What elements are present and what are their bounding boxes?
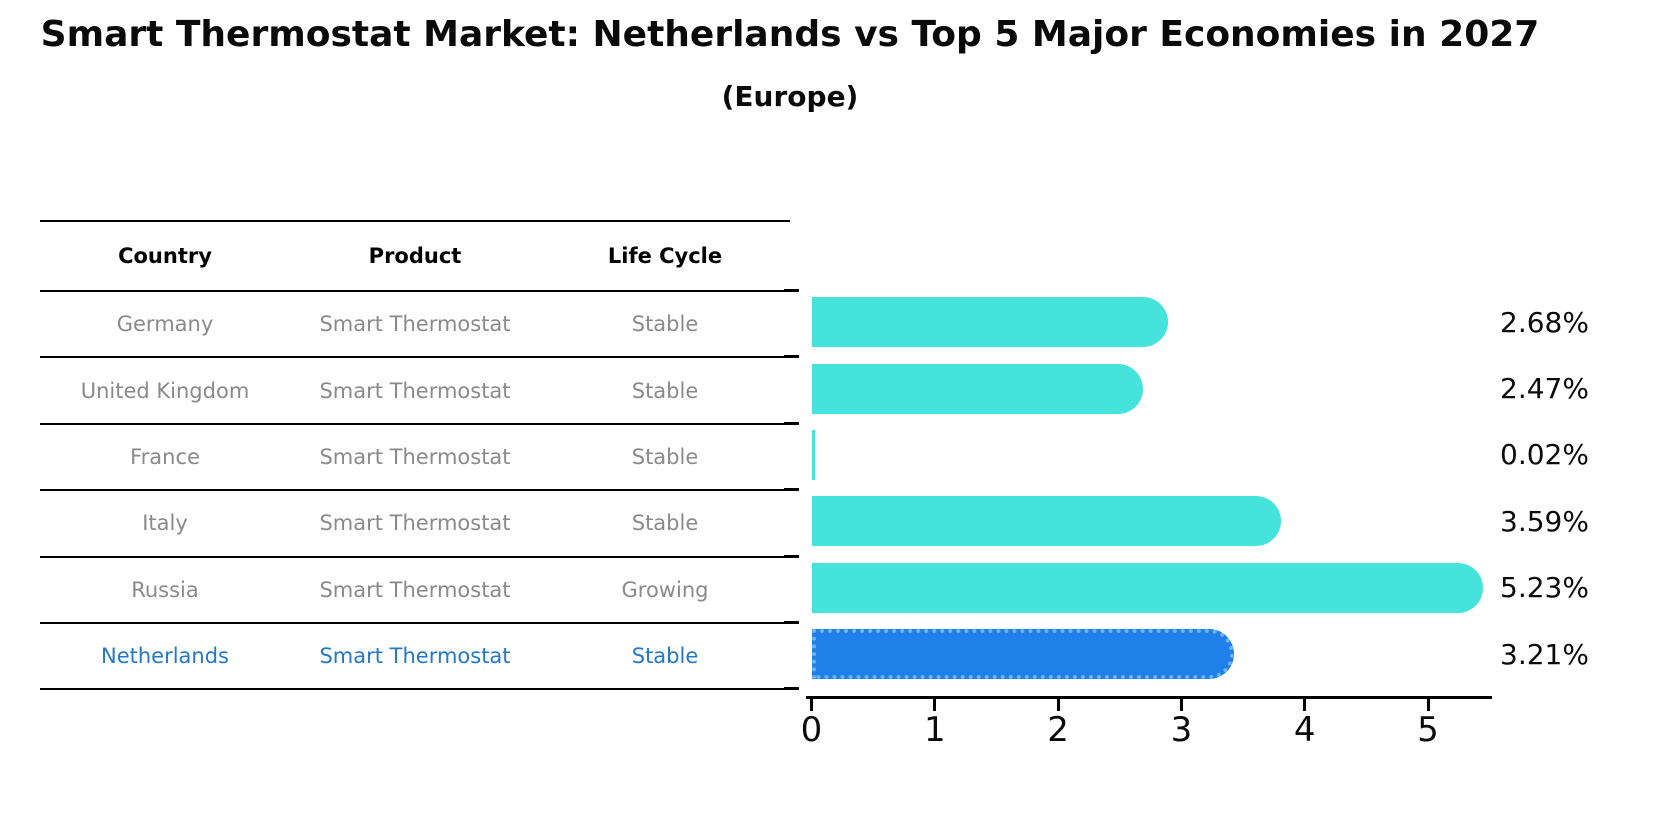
x-tick-label: 1 (923, 710, 946, 750)
value-label: 3.21% (1500, 637, 1589, 671)
x-axis-tick (810, 699, 813, 711)
table-cell-country: Russia (131, 577, 199, 602)
y-axis-tick (784, 355, 799, 359)
table-cell-life-cycle: Growing (621, 577, 709, 602)
table-row: Russia Smart Thermostat Growing (40, 558, 790, 624)
table-row: France Smart Thermostat Stable (40, 425, 790, 492)
x-tick-label: 4 (1293, 710, 1316, 750)
bar-france (812, 430, 815, 480)
table-cell-country: France (130, 444, 200, 469)
bar-germany (812, 297, 1168, 348)
table-cell-country: Netherlands (100, 644, 229, 669)
value-label: 2.47% (1500, 372, 1589, 406)
table-cell-product: Smart Thermostat (319, 378, 511, 403)
table-cell-product: Smart Thermostat (319, 577, 511, 602)
table-cell-country: Italy (142, 511, 188, 536)
table-cell-country: Germany (116, 312, 214, 337)
column-header-country: Country (118, 244, 212, 268)
table-cell-life-cycle: Stable (631, 378, 699, 403)
y-axis-tick (784, 289, 799, 292)
y-axis-tick (784, 687, 799, 691)
table-cell-life-cycle: Stable (631, 644, 699, 669)
x-tick-label: 5 (1417, 710, 1439, 750)
table-header-row: Country Product Life Cycle (40, 222, 790, 292)
value-label: 5.23% (1500, 571, 1589, 605)
table-row: United Kingdom Smart Thermostat Stable (40, 358, 790, 425)
x-axis-tick (1303, 699, 1307, 711)
table-cell-life-cycle: Stable (631, 312, 699, 337)
x-tick-label: 2 (1047, 710, 1069, 750)
x-tick-label: 0 (800, 710, 823, 750)
table-cell-product: Smart Thermostat (319, 644, 511, 669)
table-cell-product: Smart Thermostat (319, 511, 511, 536)
x-axis-tick (1426, 699, 1430, 711)
bar-united-kingdom (812, 363, 1143, 414)
x-axis-line (806, 696, 1492, 699)
x-axis-tick (1056, 699, 1060, 711)
y-axis-tick (784, 488, 799, 492)
table-cell-product: Smart Thermostat (319, 312, 511, 337)
value-label: 3.59% (1500, 504, 1589, 538)
column-header-product: Product (368, 244, 462, 268)
country-table: Country Product Life Cycle Germany Smart … (40, 220, 790, 691)
x-axis-tick (933, 699, 937, 711)
y-axis-tick (784, 621, 799, 624)
y-axis-tick (784, 421, 799, 425)
chart-title: Smart Thermostat Market: Netherlands vs … (40, 14, 1540, 55)
bar-russia (812, 562, 1483, 613)
table-cell-country: United Kingdom (80, 378, 250, 403)
table-cell-life-cycle: Stable (631, 511, 699, 536)
table-cell-life-cycle: Stable (631, 444, 699, 469)
column-header-lifecycle: Life Cycle (607, 244, 723, 268)
bar-italy (812, 496, 1281, 547)
chart-subtitle: (Europe) (721, 80, 859, 113)
bar-netherlands (812, 629, 1234, 680)
value-label: 0.02% (1500, 438, 1589, 472)
value-label: 2.68% (1500, 305, 1589, 339)
y-axis-tick (784, 554, 799, 558)
x-tick-label: 3 (1170, 710, 1193, 750)
table-row: Netherlands Smart Thermostat Stable (40, 624, 790, 691)
table-row: Germany Smart Thermostat Stable (40, 292, 790, 359)
table-cell-product: Smart Thermostat (319, 444, 511, 469)
x-axis-tick (1179, 699, 1183, 711)
table-row: Italy Smart Thermostat Stable (40, 491, 790, 558)
